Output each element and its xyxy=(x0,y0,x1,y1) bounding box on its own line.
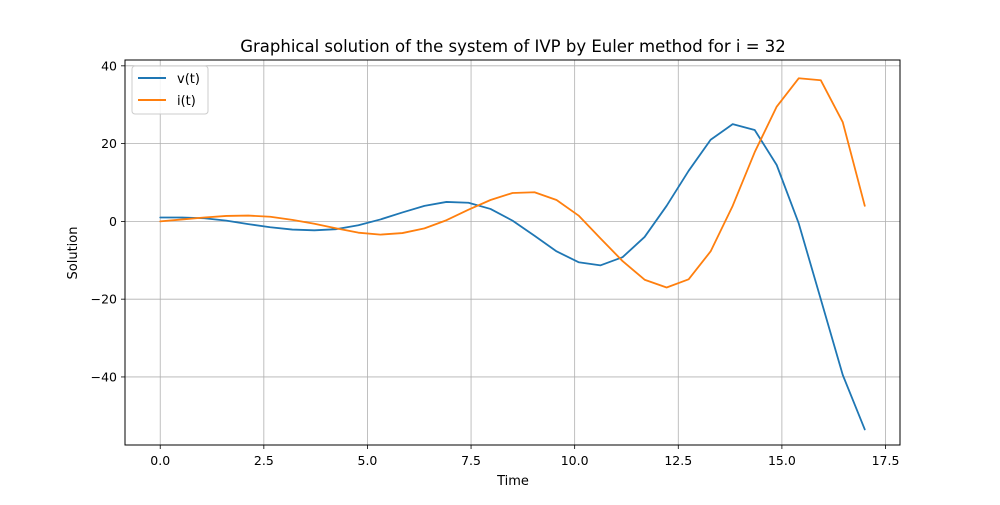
series-lines xyxy=(159,77,866,431)
x-tick-label: 5.0 xyxy=(358,453,378,468)
axis-ticks: 0.0 2.5 5.0 7.5 10.0 12.5 15.0 17.5 −40 −20 0 20 40 xyxy=(91,58,900,468)
chart-title: Graphical solution of the system of IVP … xyxy=(240,37,786,56)
series-line-v xyxy=(159,123,866,431)
x-tick-label: 2.5 xyxy=(254,453,274,468)
legend-label-i: i(t) xyxy=(177,94,196,109)
legend: v(t) i(t) xyxy=(131,65,209,115)
y-axis-label: Solution xyxy=(66,227,81,280)
series-line-i xyxy=(159,77,866,289)
x-tick-label: 15.0 xyxy=(768,453,796,468)
x-axis-label: Time xyxy=(496,474,529,489)
legend-label-v: v(t) xyxy=(177,72,200,87)
y-tick-label: −40 xyxy=(91,369,117,384)
plot-area-frame xyxy=(124,59,901,446)
x-tick-label: 10.0 xyxy=(561,453,589,468)
y-tick-label: 20 xyxy=(101,136,117,151)
x-tick-label: 17.5 xyxy=(872,453,900,468)
y-tick-label: 40 xyxy=(101,58,117,73)
y-tick-label: 0 xyxy=(109,214,117,229)
x-tick-label: 7.5 xyxy=(461,453,481,468)
x-tick-label: 12.5 xyxy=(664,453,692,468)
x-tick-label: 0.0 xyxy=(150,453,170,468)
y-tick-label: −20 xyxy=(91,292,117,307)
